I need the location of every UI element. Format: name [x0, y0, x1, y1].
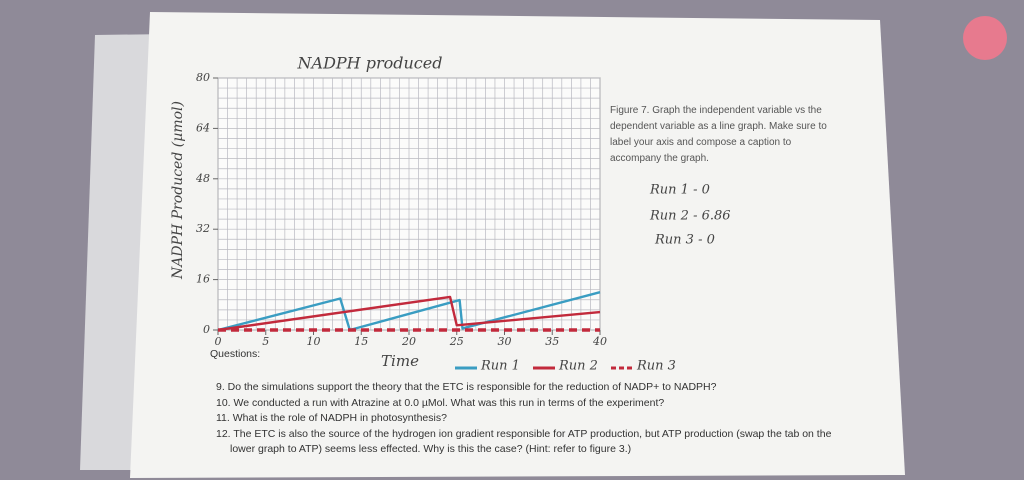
x-tick-label: 30: [498, 335, 512, 348]
figure-caption: Figure 7. Graph the independent variable…: [610, 105, 827, 164]
y-tick-label: 64: [196, 121, 210, 134]
y-tick-label: 32: [196, 222, 210, 235]
question: 12. The ETC is also the source of the hy…: [216, 427, 832, 456]
y-tick-label: 0: [203, 323, 210, 336]
question: 9. Do the simulations support the theory…: [216, 381, 717, 393]
annotation: Run 3 - 0: [654, 233, 715, 248]
y-tick-label: 80: [196, 71, 210, 84]
x-axis-label: Time: [381, 352, 419, 370]
x-tick-label: 10: [307, 335, 321, 348]
question: 11. What is the role of NADPH in photosy…: [216, 412, 447, 424]
x-tick-label: 5: [262, 335, 269, 348]
legend-label: Run 2: [558, 359, 598, 374]
data-line: [217, 295, 601, 332]
x-tick-label: 15: [354, 335, 368, 348]
annotation: Run 2 - 6.86: [649, 209, 731, 224]
y-tick-label: 16: [196, 273, 210, 286]
x-tick-label: 35: [545, 335, 559, 348]
graph-paper: [217, 77, 601, 331]
question: 10. We conducted a run with Atrazine at …: [216, 396, 665, 409]
questions-heading: Questions:: [210, 348, 261, 360]
annotation: Run 1 - 0: [649, 183, 710, 198]
x-tick-label: 0: [215, 335, 222, 348]
x-tick-label: 20: [401, 335, 416, 348]
legend-label: Run 3: [636, 359, 676, 374]
x-tick-label: 25: [449, 335, 464, 348]
y-tick-label: 48: [195, 172, 210, 185]
questions: Questions: 9. Do the simulations support…: [210, 348, 850, 458]
y-axis-label: NADPH Produced (µmol): [170, 101, 186, 280]
flower: [963, 16, 1007, 60]
x-tick-label: 40: [592, 335, 607, 348]
legend-label: Run 1: [480, 359, 520, 374]
chart-title: NADPH produced: [297, 54, 443, 73]
